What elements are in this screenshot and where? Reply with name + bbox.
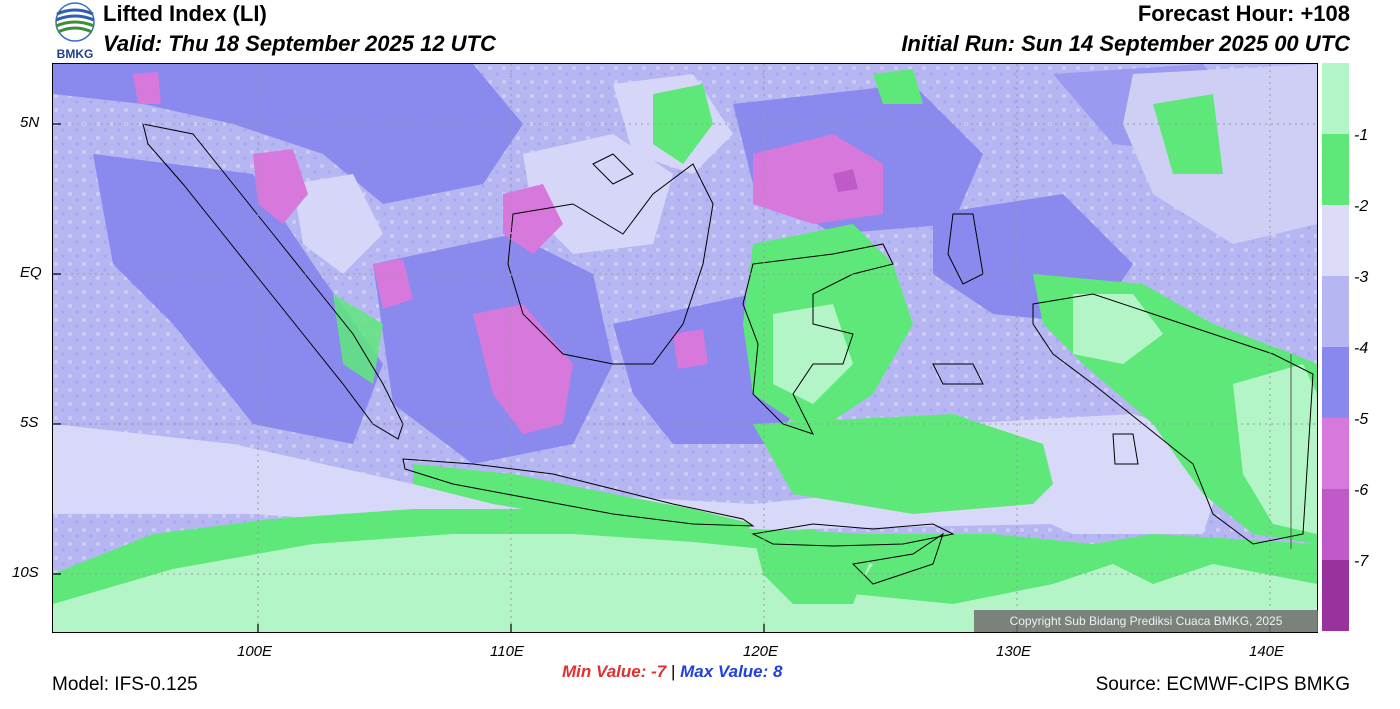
coast-halmahera bbox=[947, 213, 984, 285]
coast-islands-b bbox=[1112, 433, 1139, 465]
forecast-hour: Forecast Hour: +108 bbox=[1137, 1, 1350, 26]
field-magenta-b bbox=[753, 134, 883, 224]
colorbar-label: -6 bbox=[1354, 482, 1369, 499]
field-south-lightgreen bbox=[53, 534, 1317, 632]
colorbar-swatch bbox=[1322, 134, 1349, 205]
field-magenta-d bbox=[503, 184, 563, 254]
min-max-values: Min Value: -7 | Max Value: 8 bbox=[562, 662, 782, 682]
lon-label-130e: 130E bbox=[996, 643, 1032, 660]
li-map bbox=[53, 64, 1317, 632]
colorbar-swatch bbox=[1322, 560, 1349, 631]
colorbar-label: -2 bbox=[1354, 198, 1369, 215]
field-green-h bbox=[333, 294, 383, 384]
colorbar-label: -4 bbox=[1354, 340, 1369, 357]
source-label: Source: ECMWF-CIPS BMKG bbox=[1095, 674, 1350, 695]
colorbar-label: -5 bbox=[1354, 411, 1369, 428]
field-green-d bbox=[413, 464, 753, 534]
tick-marks bbox=[53, 123, 1271, 632]
coast-sulawesi bbox=[742, 243, 894, 435]
coast-nusa-tenggara bbox=[751, 523, 955, 547]
lat-label-5s: 5S bbox=[20, 414, 39, 431]
min-value: Min Value: -7 bbox=[562, 662, 667, 681]
colorbar bbox=[1322, 63, 1349, 631]
field-band-a bbox=[53, 64, 523, 204]
field-green-g bbox=[873, 69, 923, 104]
copyright-note: Copyright Sub Bidang Prediksi Cuaca BMKG… bbox=[974, 610, 1318, 632]
field-light-e bbox=[53, 424, 1053, 534]
valid-time: Valid: Thu 18 September 2025 12 UTC bbox=[103, 31, 496, 56]
lat-label-eq: EQ bbox=[20, 264, 42, 281]
map-panel bbox=[52, 63, 1318, 633]
lon-label-120e: 120E bbox=[743, 643, 779, 660]
field-magenta-c bbox=[473, 304, 573, 434]
lat-label-10s: 10S bbox=[12, 564, 39, 581]
model-label: Model: IFS-0.125 bbox=[52, 674, 198, 695]
coast-seram bbox=[932, 363, 984, 385]
field-green-f bbox=[1153, 94, 1223, 174]
lon-label-100e: 100E bbox=[237, 643, 273, 660]
lon-label-140e: 140E bbox=[1249, 643, 1285, 660]
coast-sumatra bbox=[142, 123, 404, 440]
initial-run: Initial Run: Sun 14 September 2025 00 UT… bbox=[901, 31, 1350, 56]
colorbar-swatch bbox=[1322, 205, 1349, 276]
colorbar-swatch bbox=[1322, 63, 1349, 134]
field-magenta-g bbox=[133, 72, 161, 104]
colorbar-label: -1 bbox=[1354, 127, 1369, 144]
coast-papua bbox=[1032, 293, 1314, 545]
field-magenta-a bbox=[253, 149, 308, 224]
bmkg-logo: BMKG bbox=[55, 2, 95, 60]
field-green-light-b bbox=[1233, 364, 1317, 534]
coastlines bbox=[142, 123, 1314, 585]
field-magenta-e bbox=[373, 259, 413, 309]
graticule bbox=[53, 64, 1317, 632]
coast-islands-a bbox=[592, 153, 634, 185]
field-band-b bbox=[93, 154, 383, 444]
field-magenta-dark bbox=[833, 169, 858, 192]
colorbar-label: -7 bbox=[1354, 553, 1369, 570]
field-south-green-2 bbox=[753, 529, 873, 604]
coast-java bbox=[402, 458, 755, 527]
field-magenta-f bbox=[673, 329, 708, 369]
colorbar-swatch bbox=[1322, 489, 1349, 560]
coast-borneo bbox=[507, 163, 714, 365]
field-green-b bbox=[753, 414, 1053, 514]
lon-label-110e: 110E bbox=[490, 643, 524, 660]
field-green-light-a bbox=[1073, 294, 1163, 364]
chart-title: Lifted Index (LI) bbox=[103, 1, 267, 26]
colorbar-swatch bbox=[1322, 276, 1349, 347]
lat-label-5n: 5N bbox=[20, 114, 40, 131]
logo-text: BMKG bbox=[57, 47, 94, 60]
max-value: Max Value: 8 bbox=[680, 662, 783, 681]
min-max-separator: | bbox=[670, 662, 676, 681]
field-light-a bbox=[293, 174, 383, 274]
colorbar-label: -3 bbox=[1354, 269, 1369, 286]
colorbar-swatch bbox=[1322, 418, 1349, 489]
coast-timor bbox=[851, 532, 944, 585]
colorbar-swatch bbox=[1322, 347, 1349, 418]
